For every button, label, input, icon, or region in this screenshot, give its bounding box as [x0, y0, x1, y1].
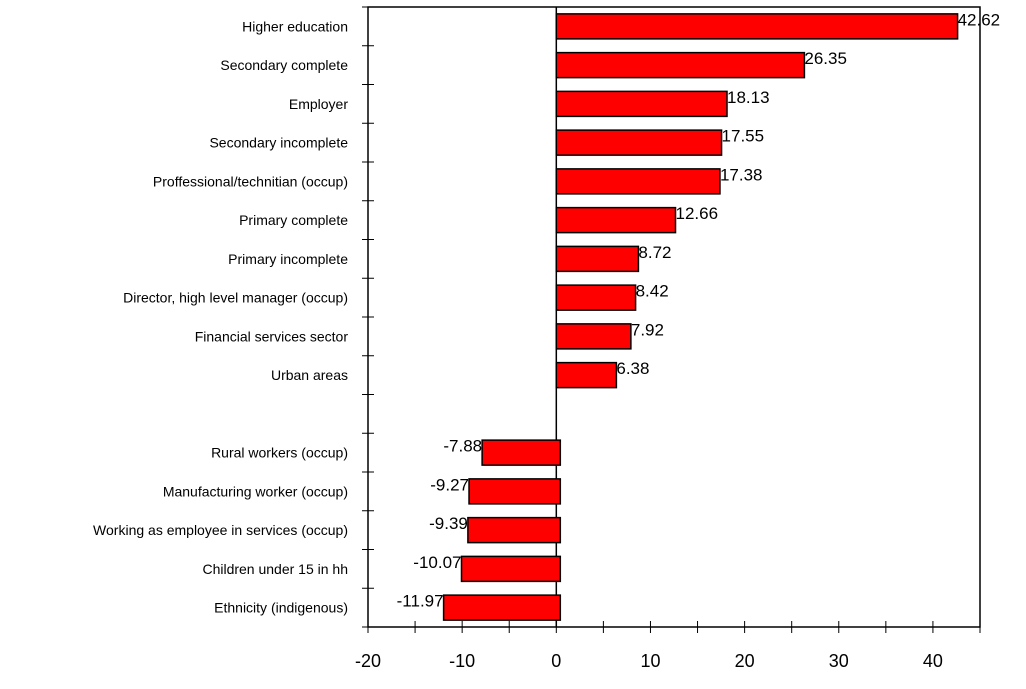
data-label: 17.55 — [722, 127, 765, 146]
category-label: Children under 15 in hh — [202, 561, 348, 577]
category-label: Employer — [289, 96, 348, 112]
category-label: Financial services sector — [195, 328, 349, 344]
bar — [467, 516, 562, 544]
bar — [555, 51, 806, 79]
category-label: Primary complete — [239, 212, 348, 228]
data-label: -7.88 — [443, 437, 482, 456]
bar — [555, 245, 640, 273]
data-label: 17.38 — [720, 165, 763, 184]
data-label: 12.66 — [676, 204, 719, 223]
x-tick-label: 30 — [829, 651, 849, 671]
labels: -20 -10 0 10 20 30 40 Higher education 42.62 Seco… — [93, 10, 1000, 671]
bar — [555, 13, 959, 40]
data-label: 42.62 — [958, 10, 1001, 29]
bar — [555, 284, 637, 311]
x-tick-label: 20 — [735, 651, 755, 671]
x-tick-label: 40 — [923, 651, 943, 671]
category-label: Manufacturing worker (occup) — [163, 483, 348, 499]
data-label: -10.07 — [413, 553, 461, 572]
bar — [481, 439, 562, 466]
bar — [555, 323, 632, 350]
bar — [555, 129, 723, 156]
data-label: -11.97 — [397, 592, 444, 611]
category-label: Urban areas — [271, 367, 348, 383]
data-label: 18.13 — [727, 88, 770, 107]
category-label: Higher education — [242, 18, 348, 34]
x-tick-label: -20 — [355, 651, 381, 671]
data-label: 8.72 — [638, 243, 671, 262]
data-label: 6.38 — [616, 359, 649, 378]
data-label: -9.39 — [429, 514, 468, 533]
x-tick-label: 10 — [640, 651, 660, 671]
data-label: -9.27 — [430, 475, 469, 494]
category-label: Ethnicity (indigenous) — [214, 600, 348, 616]
category-label: Primary incomplete — [228, 251, 348, 267]
x-tick-label: -10 — [449, 651, 475, 671]
bar — [442, 594, 562, 621]
data-label: 7.92 — [631, 320, 664, 339]
bar — [555, 168, 721, 195]
bar — [555, 90, 728, 118]
data-label: 8.42 — [636, 282, 669, 301]
category-label: Proffessional/technitian (occup) — [153, 173, 348, 189]
category-label: Rural workers (occup) — [211, 445, 348, 461]
category-label: Director, high level manager (occup) — [123, 290, 348, 306]
bar — [555, 206, 677, 234]
bar — [468, 478, 562, 505]
category-label: Secondary complete — [220, 57, 348, 73]
category-label: Working as employee in services (occup) — [93, 522, 348, 538]
x-tick-label: 0 — [551, 651, 561, 671]
bars — [442, 13, 959, 621]
category-label: Secondary incomplete — [209, 135, 348, 151]
data-label: 26.35 — [804, 49, 847, 68]
bar — [460, 555, 562, 583]
bar — [555, 361, 618, 389]
